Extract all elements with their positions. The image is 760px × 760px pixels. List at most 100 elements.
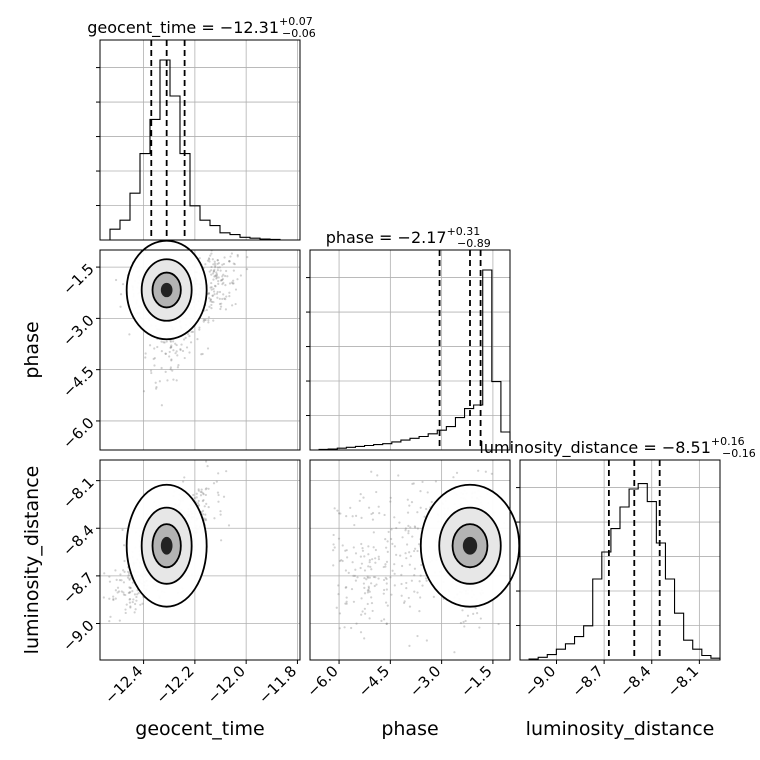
- sample-point: [219, 510, 222, 513]
- sample-point: [407, 596, 410, 600]
- sample-point: [212, 287, 215, 290]
- sample-point: [122, 593, 126, 596]
- sample-point: [216, 296, 219, 299]
- sample-point: [385, 577, 388, 581]
- sample-point: [367, 545, 370, 548]
- sample-point: [216, 262, 219, 266]
- sample-point: [124, 593, 127, 597]
- sample-point: [384, 538, 387, 541]
- sample-point: [369, 565, 372, 568]
- sample-point: [207, 321, 210, 324]
- sample-point: [198, 326, 201, 329]
- sample-point: [112, 597, 115, 601]
- sample-point: [160, 366, 163, 370]
- sample-point: [216, 258, 219, 262]
- sample-point: [234, 288, 238, 291]
- sample-point: [144, 356, 147, 359]
- sample-point: [215, 292, 219, 295]
- sample-point: [386, 540, 389, 543]
- y-tick-label: −6.0: [59, 414, 97, 452]
- sample-point: [221, 275, 224, 278]
- sample-point: [220, 302, 223, 305]
- sample-point: [185, 346, 189, 349]
- sample-point: [366, 575, 369, 578]
- sample-point: [210, 286, 213, 289]
- sample-point: [219, 279, 222, 282]
- sample-point: [116, 586, 120, 589]
- sample-point: [217, 261, 220, 265]
- sample-point: [377, 557, 381, 561]
- sample-point: [128, 577, 131, 580]
- sample-point: [227, 524, 231, 527]
- sample-point: [375, 583, 378, 586]
- sample-point: [359, 493, 362, 496]
- sample-point: [200, 491, 203, 494]
- sample-point: [239, 274, 242, 277]
- sample-point: [218, 297, 221, 300]
- sample-point: [413, 574, 416, 577]
- sample-point: [204, 513, 207, 516]
- sample-point: [198, 257, 201, 260]
- sample-point: [385, 601, 388, 604]
- sample-point: [336, 509, 339, 512]
- sample-point: [404, 552, 407, 555]
- sample-point: [222, 293, 225, 296]
- sample-point: [338, 559, 342, 563]
- sample-point: [114, 569, 117, 572]
- sample-point: [222, 495, 226, 498]
- sample-point: [365, 578, 368, 581]
- sample-point: [341, 559, 344, 563]
- sample-point: [417, 543, 421, 546]
- sample-point: [114, 589, 117, 592]
- sample-point: [413, 590, 416, 593]
- sample-point: [168, 350, 171, 354]
- sample-point: [228, 291, 231, 294]
- sample-point: [221, 297, 224, 301]
- sample-point: [407, 529, 410, 533]
- sample-point: [364, 612, 367, 615]
- sample-point: [209, 300, 212, 303]
- sample-point: [217, 282, 220, 285]
- sample-point: [395, 526, 398, 530]
- sample-point: [208, 258, 211, 261]
- sample-point: [222, 281, 225, 284]
- histogram-luminosity-distance: [520, 483, 721, 661]
- sample-point: [366, 589, 369, 592]
- sample-point: [137, 591, 140, 595]
- sample-point: [166, 379, 169, 382]
- sample-point: [115, 578, 118, 581]
- sample-point: [129, 605, 132, 608]
- sample-point: [366, 591, 370, 594]
- sample-point: [128, 586, 131, 589]
- sample-point: [350, 626, 353, 630]
- sample-point: [389, 576, 392, 579]
- sample-point: [420, 563, 423, 567]
- sample-point: [212, 270, 216, 273]
- y-tick-label: −8.7: [59, 569, 97, 607]
- sample-point: [163, 341, 166, 344]
- sample-point: [102, 596, 105, 599]
- sample-point: [135, 599, 138, 602]
- sample-point: [380, 619, 383, 622]
- sample-point: [345, 549, 348, 552]
- sample-point: [196, 338, 199, 341]
- sample-point: [233, 263, 236, 266]
- sample-point: [176, 366, 180, 369]
- sample-point: [207, 316, 211, 319]
- sample-point: [497, 622, 500, 626]
- sample-point: [411, 482, 414, 485]
- sample-point: [215, 274, 219, 277]
- sample-point: [389, 496, 392, 499]
- sample-point: [120, 590, 123, 593]
- sample-point: [132, 598, 135, 601]
- sample-point: [382, 578, 386, 582]
- sample-point: [121, 528, 124, 531]
- sample-point: [155, 385, 158, 389]
- sample-point: [416, 511, 419, 514]
- sample-point: [212, 278, 215, 281]
- sample-point: [368, 576, 371, 579]
- sample-point: [221, 277, 225, 281]
- xlabel-luminosity-distance: luminosity_distance: [526, 718, 715, 740]
- sample-point: [399, 554, 402, 557]
- sample-point: [221, 283, 224, 286]
